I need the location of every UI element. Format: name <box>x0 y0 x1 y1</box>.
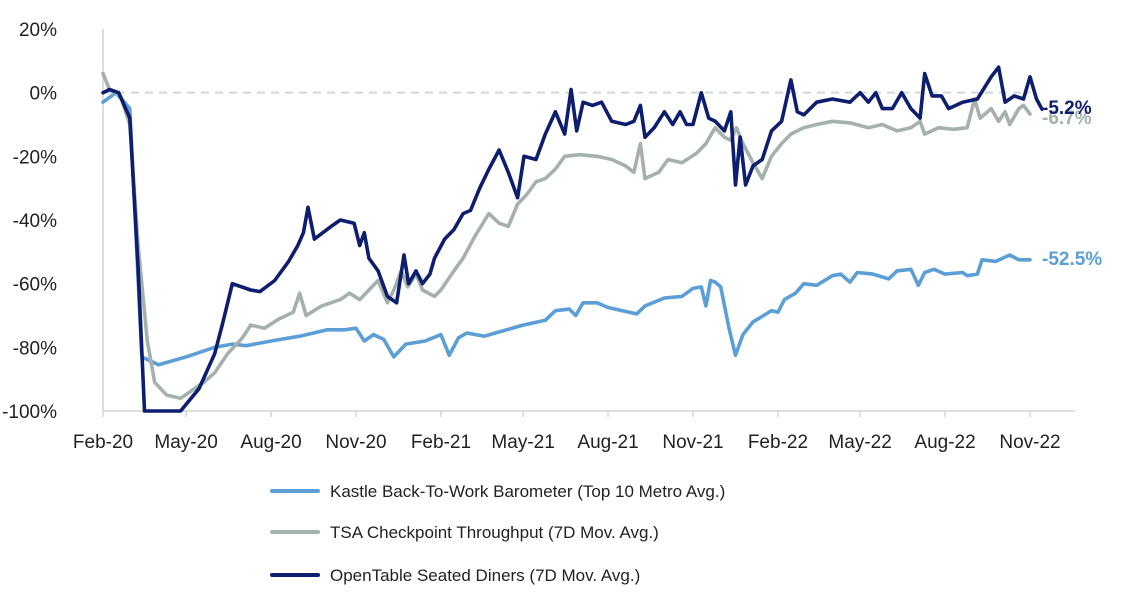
x-tick-label: Feb-22 <box>748 432 808 453</box>
y-tick-label: -80% <box>13 338 57 359</box>
y-tick-label: 20% <box>19 20 57 41</box>
x-axis: Feb-20 May-20 Aug-20 Nov-20 Feb-21 May-21 Aug-… <box>73 410 1075 453</box>
x-tick-label: Nov-22 <box>999 432 1060 453</box>
x-tick-label: Aug-22 <box>914 432 975 453</box>
y-tick-label: -40% <box>13 211 57 232</box>
y-tick-label: 0% <box>30 84 58 105</box>
series-line-3 <box>101 65 1044 413</box>
x-tick-label: Aug-20 <box>240 432 301 453</box>
y-tick-label: -20% <box>13 147 57 168</box>
legend-label-3: OpenTable Seated Diners (7D Mov. Avg.) <box>330 566 640 585</box>
series-end-label-2: -6.7% <box>1042 108 1092 129</box>
x-tick-label: Feb-20 <box>73 432 133 453</box>
y-tick-label: -60% <box>13 275 57 296</box>
x-tick-label: May-21 <box>491 432 554 453</box>
x-tick-label: Nov-20 <box>325 432 386 453</box>
x-tick-label: May-20 <box>154 432 217 453</box>
series-line-2 <box>101 71 1032 401</box>
legend-label-2: TSA Checkpoint Throughput (7D Mov. Avg.) <box>330 523 659 542</box>
x-tick-label: May-22 <box>828 432 891 453</box>
series-line-1 <box>101 90 1032 367</box>
x-tick-label: Nov-21 <box>662 432 723 453</box>
legend: Kastle Back-To-Work Barometer (Top 10 Me… <box>270 482 725 585</box>
x-tick-label: Aug-21 <box>577 432 638 453</box>
series-end-label-1: -52.5% <box>1042 249 1102 270</box>
series-end-label-3: -5.2% <box>1042 98 1092 119</box>
series-end-labels: -52.5% -6.7%-5.2% <box>1042 98 1102 270</box>
x-tick-label: Feb-21 <box>411 432 471 453</box>
y-tick-label: -100% <box>2 402 57 423</box>
series-lines <box>101 65 1044 413</box>
legend-label-1: Kastle Back-To-Work Barometer (Top 10 Me… <box>330 482 725 501</box>
